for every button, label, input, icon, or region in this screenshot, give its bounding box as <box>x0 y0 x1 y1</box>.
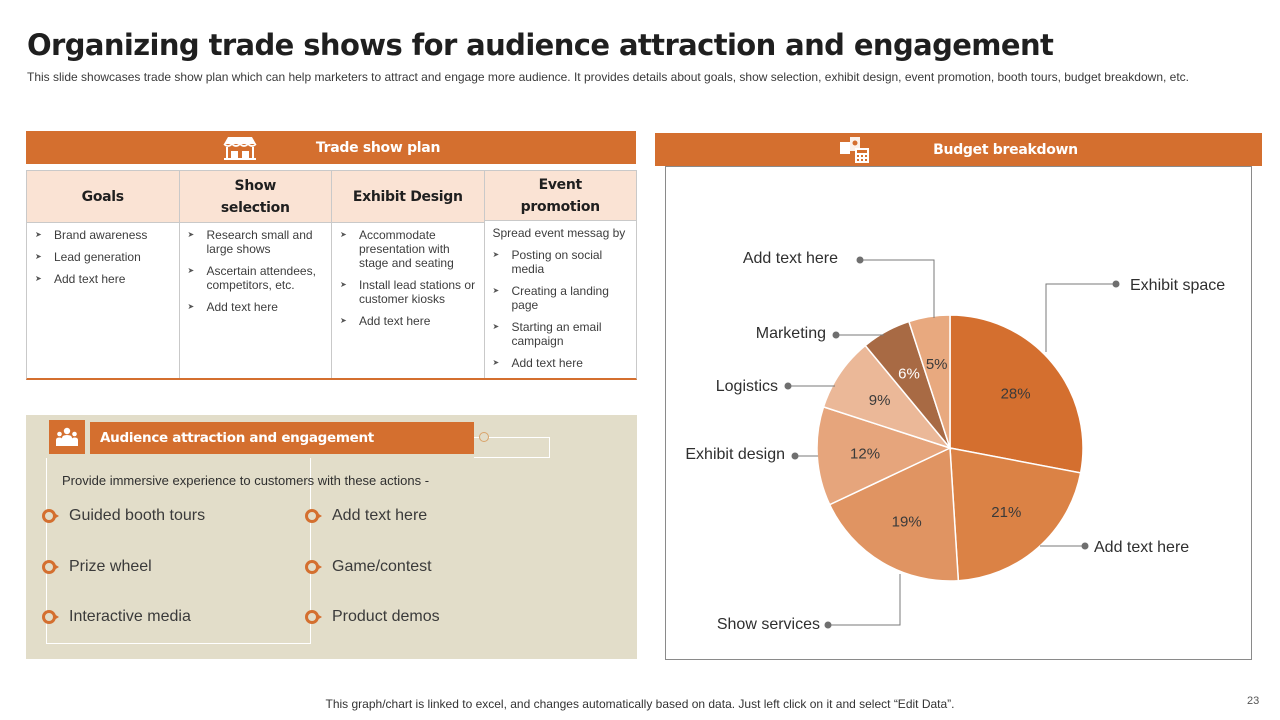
action-item: Product demos <box>305 608 440 626</box>
leader-dot <box>824 621 832 629</box>
column-heading: Exhibit Design <box>332 171 484 223</box>
pie-slice <box>949 314 1084 474</box>
pie-value-label: 21% <box>991 504 1021 521</box>
action-item: Add text here <box>305 507 427 525</box>
footer-note: This graph/chart is linked to excel, and… <box>325 697 955 711</box>
audience-title: Audience attraction and engagement <box>100 430 374 446</box>
ring-bullet-icon <box>305 509 322 523</box>
list-item: ➤ Add text here <box>187 300 278 314</box>
list-item: ➤ Ascertain attendees, competitors, etc. <box>187 264 316 292</box>
leader-line <box>1045 283 1116 352</box>
trade-show-plan-table: Goals ➤ Brand awareness ➤ Lead generation … <box>26 170 637 380</box>
ring-bullet-icon <box>305 610 322 624</box>
trade-show-plan-title: Trade show plan <box>315 139 441 156</box>
budget-header: Budget breakdown <box>655 133 1262 166</box>
connector-line <box>474 437 550 458</box>
audience-header: Audience attraction and engagement <box>90 422 474 454</box>
pie-category-label: Marketing <box>756 325 826 342</box>
list-item: ➤ Research small and large shows <box>187 228 313 256</box>
pie-category-label: Exhibit design <box>685 446 785 463</box>
column-heading: Show selection <box>179 171 331 223</box>
list-item: ➤ Add text here <box>492 356 583 370</box>
leader-line <box>860 259 935 318</box>
list-item: ➤ Starting an email campaign <box>492 320 602 348</box>
pie-value-label: 19% <box>892 513 922 530</box>
plan-column-exhibit-design: Exhibit Design ➤ Accommodate presentation… <box>332 171 485 378</box>
connector-dot <box>479 432 489 442</box>
action-item: Game/contest <box>305 558 432 576</box>
slide-title: Organizing trade shows for audience attr… <box>27 28 1054 62</box>
budget-chart-frame <box>665 166 1252 660</box>
action-item: Interactive media <box>42 608 191 626</box>
plan-column-event-promotion: Event promotion Spread event messag by ➤… <box>484 171 636 378</box>
budget-calculator-icon <box>840 136 870 163</box>
column-intro: Spread event messag by <box>492 226 626 240</box>
pie-category-label: Add text here <box>743 250 838 267</box>
action-item: Guided booth tours <box>42 507 205 525</box>
column-heading: Goals <box>27 171 179 223</box>
pie-value-label: 12% <box>850 445 880 462</box>
page-number: 23 <box>1247 695 1260 707</box>
leader-dot <box>791 452 799 460</box>
audience-icon <box>49 420 85 454</box>
people-group-icon <box>56 427 78 446</box>
ring-bullet-icon <box>42 509 59 523</box>
audience-frame <box>46 458 311 644</box>
leader-dot <box>832 331 840 339</box>
list-item: ➤ Creating a landing page <box>492 284 609 312</box>
pie-slice <box>949 447 1082 582</box>
audience-intro: Provide immersive experience to customer… <box>62 473 430 488</box>
slide-subtitle: This slide showcases trade show plan whi… <box>27 70 1190 84</box>
list-item: ➤ Install lead stations or customer kiosk… <box>340 278 476 306</box>
trade-show-plan-header: Trade show plan <box>26 131 636 164</box>
ring-bullet-icon <box>42 610 59 624</box>
pie-slice <box>828 446 960 582</box>
pie-category-label: Show services <box>717 616 820 633</box>
ring-bullet-icon <box>305 560 322 574</box>
column-heading: Event promotion <box>484 171 636 221</box>
list-item: ➤ Add text here <box>35 272 126 286</box>
pie-value-label: 6% <box>898 365 920 382</box>
action-item: Prize wheel <box>42 558 152 576</box>
list-item: ➤ Brand awareness <box>35 228 148 242</box>
pie-value-label: 28% <box>1001 386 1031 403</box>
leader-dot <box>856 256 864 264</box>
list-item: ➤ Accommodate presentation with stage and… <box>340 228 454 270</box>
market-stall-icon <box>223 136 257 160</box>
pie-value-label: 9% <box>869 392 891 409</box>
pie-category-label: Logistics <box>716 378 778 395</box>
pie-slice <box>907 314 951 449</box>
ring-bullet-icon <box>42 560 59 574</box>
list-item: ➤ Add text here <box>340 314 431 328</box>
leader-dot <box>1081 542 1089 550</box>
list-item: ➤ Lead generation <box>35 250 141 264</box>
list-item: ➤ Posting on social media <box>492 248 603 276</box>
plan-column-goals: Goals ➤ Brand awareness ➤ Lead generation … <box>27 171 180 378</box>
audience-panel <box>26 415 637 659</box>
plan-column-show-selection: Show selection ➤ Research small and large… <box>179 171 332 378</box>
budget-title: Budget breakdown <box>933 141 1078 158</box>
leader-line <box>828 574 901 626</box>
pie-category-label: Add text here <box>1094 539 1189 556</box>
leader-dot <box>1112 280 1120 288</box>
pie-category-label: Exhibit space <box>1130 277 1225 294</box>
leader-dot <box>784 382 792 390</box>
pie-value-label: 5% <box>926 356 948 373</box>
